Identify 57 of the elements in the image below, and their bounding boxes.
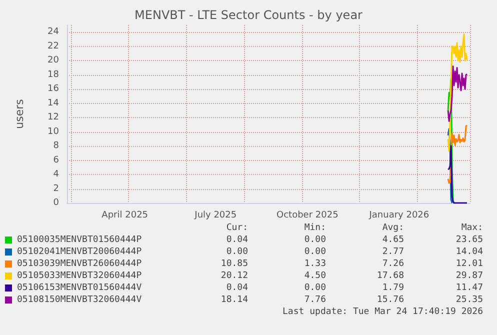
- text: Max:: [461, 222, 483, 234]
- text: 15.76: [376, 294, 404, 306]
- text: 1.33: [304, 258, 326, 270]
- text: 0.00: [304, 234, 326, 246]
- y-tick-label: 8: [53, 141, 60, 152]
- legend-label: 05102041MENVBT20060444P: [17, 247, 142, 257]
- x-tick-label: July 2025: [194, 210, 237, 220]
- text: 7.76: [304, 294, 326, 306]
- x-tick-label: January 2026: [368, 210, 430, 220]
- line-series: [447, 145, 468, 204]
- x-tick-label: April 2025: [102, 210, 148, 220]
- text: 4.50: [304, 270, 326, 282]
- text: 0.00: [226, 246, 248, 258]
- text: 4.65: [382, 234, 404, 246]
- text: 14.04: [456, 246, 483, 258]
- text: 17.68: [376, 270, 404, 282]
- y-tick-label: 14: [48, 98, 60, 108]
- chart-title: MENVBT - LTE Sector Counts - by year: [134, 8, 363, 22]
- y-tick-label: 16: [48, 84, 60, 94]
- text: 11.47: [456, 282, 483, 294]
- text: Avg:: [382, 222, 404, 234]
- text: 0.04: [226, 282, 248, 294]
- text: 0.00: [304, 282, 326, 294]
- text: 29.87: [456, 270, 483, 282]
- text: Last update: Tue Mar 24 17:40:19 2026: [282, 306, 483, 318]
- line-series: [447, 66, 468, 122]
- legend-label: 05103039MENVBT26060444P: [17, 259, 142, 269]
- text: 0.04: [226, 234, 248, 246]
- text: 12.01: [456, 258, 483, 270]
- x-tick-label: October 2025: [276, 210, 338, 220]
- legend-label: 05105033MENVBT32060444P: [17, 271, 142, 281]
- y-tick-label: 4: [53, 170, 60, 180]
- legend-label: 05106153MENVBT01560444V: [17, 283, 142, 293]
- y-tick-label: 6: [53, 155, 60, 166]
- text: 7.26: [382, 258, 404, 270]
- y-tick-label: 12: [48, 112, 59, 123]
- text: 20.12: [220, 270, 248, 282]
- legend-label: 05100035MENVBT01560444P: [17, 235, 142, 245]
- y-tick-label: 2: [53, 184, 59, 194]
- y-tick-label: 18: [48, 70, 60, 80]
- line-series: [447, 34, 468, 152]
- text: 18.14: [220, 294, 248, 306]
- text: 10.85: [220, 258, 248, 270]
- y-tick-label: 22: [48, 41, 59, 52]
- text: 0.00: [304, 246, 326, 258]
- y-tick-label: 20: [48, 56, 60, 66]
- y-axis-title: users: [13, 98, 26, 129]
- text: 2.77: [382, 246, 404, 258]
- text: Min:: [304, 222, 326, 234]
- y-tick-label: 0: [53, 198, 60, 208]
- y-tick-label: 10: [48, 126, 60, 137]
- text: 25.35: [456, 294, 483, 306]
- text: Cur:: [226, 222, 248, 234]
- y-tick-label: 24: [48, 27, 60, 38]
- text: 1.79: [382, 282, 404, 294]
- text: 23.65: [456, 234, 483, 246]
- legend-label: 05108150MENVBT32060444V: [17, 295, 142, 305]
